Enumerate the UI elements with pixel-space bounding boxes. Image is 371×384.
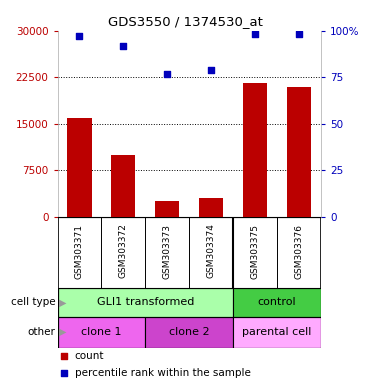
Text: ▶: ▶ [59, 297, 67, 308]
Point [252, 31, 258, 38]
Bar [111, 155, 135, 217]
Bar [243, 83, 267, 217]
Bar [233, 288, 321, 317]
Bar [287, 87, 311, 217]
Text: clone 1: clone 1 [81, 327, 122, 337]
Text: GSM303373: GSM303373 [163, 223, 172, 278]
Bar [58, 317, 145, 348]
Bar [145, 317, 233, 348]
Text: GSM303375: GSM303375 [250, 223, 260, 278]
Point [121, 43, 127, 49]
Text: GSM303376: GSM303376 [295, 223, 303, 278]
Text: GSM303374: GSM303374 [207, 223, 216, 278]
Bar [155, 202, 179, 217]
Bar [68, 118, 92, 217]
Point [296, 31, 302, 38]
Text: GLI1 transformed: GLI1 transformed [96, 297, 194, 308]
Bar [58, 288, 233, 317]
Point [208, 67, 214, 73]
Text: parental cell: parental cell [242, 327, 312, 337]
Text: percentile rank within the sample: percentile rank within the sample [75, 368, 250, 379]
Text: GSM303371: GSM303371 [75, 223, 84, 278]
Bar [199, 199, 223, 217]
Text: other: other [28, 327, 56, 337]
Text: count: count [75, 351, 104, 361]
Text: clone 2: clone 2 [169, 327, 210, 337]
Text: cell type: cell type [11, 297, 56, 308]
Point [76, 33, 82, 40]
Bar [233, 317, 321, 348]
Text: control: control [258, 297, 296, 308]
Point [61, 370, 67, 376]
Text: GDS3550 / 1374530_at: GDS3550 / 1374530_at [108, 15, 263, 28]
Point [61, 353, 67, 359]
Text: GSM303372: GSM303372 [119, 223, 128, 278]
Text: ▶: ▶ [59, 327, 67, 337]
Point [164, 71, 170, 77]
